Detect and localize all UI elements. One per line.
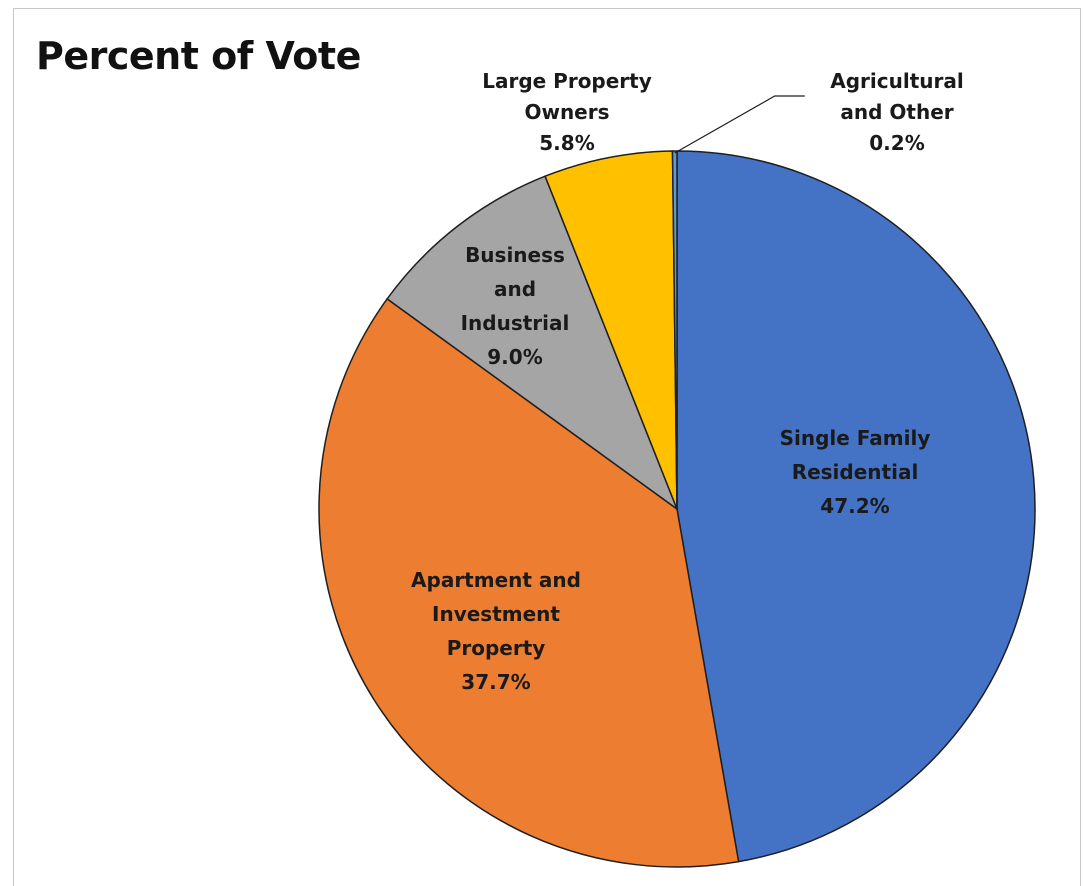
slice-value-label: 5.8%	[539, 131, 594, 155]
leader-lines	[674, 95, 805, 154]
slice-label-line: Agricultural	[830, 69, 963, 93]
slice-label-line: Single Family	[780, 426, 931, 450]
pie-slices	[318, 150, 1036, 868]
slice-label-line: Residential	[792, 460, 919, 484]
slice-value-label: 37.7%	[461, 670, 530, 694]
slice-label-line: Industrial	[461, 311, 570, 335]
slice-label-line: Investment	[432, 602, 560, 626]
chart-frame	[13, 8, 1081, 886]
slice-label-business-and-industrial: Business and Industrial 9.0%	[461, 243, 570, 369]
pie-slice-large-property-owners	[544, 150, 678, 510]
slice-label-line: Property	[447, 636, 546, 660]
slice-value-label: 0.2%	[869, 131, 924, 155]
slice-label-line: Large Property	[482, 69, 652, 93]
slice-label-large-property-owners: Large Property Owners 5.8%	[482, 69, 652, 155]
slice-label-line: Owners	[524, 100, 609, 124]
slice-label-line: and Other	[840, 100, 953, 124]
pie-slice-business-and-industrial	[386, 175, 678, 510]
slice-label-line: Business	[465, 243, 565, 267]
slice-label-agricultural-and-other: Agricultural and Other 0.2%	[830, 69, 963, 155]
pie-slice-single-family-residential	[676, 150, 1036, 863]
slice-value-label: 9.0%	[487, 345, 542, 369]
chart-title: Percent of Vote	[36, 34, 361, 78]
slice-value-label: 47.2%	[820, 494, 889, 518]
slice-labels: Single Family Residential 47.2% Apartment a…	[411, 69, 964, 694]
slice-label-single-family-residential: Single Family Residential 47.2%	[780, 426, 931, 518]
slice-label-line: and	[494, 277, 536, 301]
slice-label-line: Apartment and	[411, 568, 581, 592]
pie-slice-apartment-and-investment-property	[318, 298, 740, 868]
slice-label-apartment-and-investment-property: Apartment and Investment Property 37.7%	[411, 568, 581, 694]
leader-line-agricultural-and-other	[674, 95, 805, 154]
